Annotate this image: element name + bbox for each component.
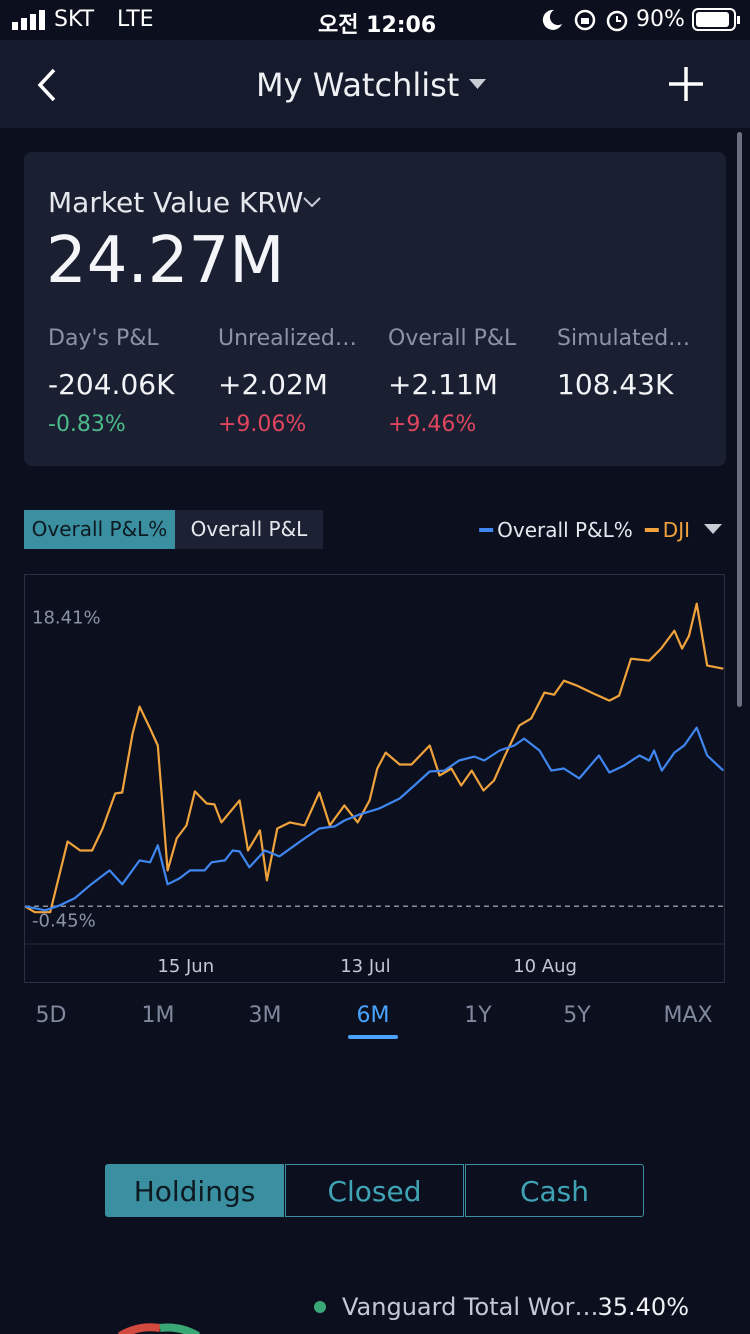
y-tick-label: -0.45% [32, 910, 96, 931]
stat-change: +9.06% [218, 412, 307, 437]
status-bar: SKT LTE 오전 12:06 90% [0, 0, 750, 40]
carrier: SKT [54, 7, 95, 32]
holdings-tab[interactable]: Closed [285, 1164, 464, 1217]
chart-tab[interactable]: Overall P&L% [24, 510, 175, 549]
series-line [24, 602, 724, 914]
stat-value: 108.43K [557, 368, 674, 401]
summary-value: 24.27M [46, 224, 285, 298]
holding-dot [314, 1301, 326, 1313]
stat-change: +9.46% [388, 412, 477, 437]
battery-level: 90% [636, 7, 685, 32]
battery-icon [692, 8, 740, 31]
page-title[interactable]: My Watchlist [256, 66, 460, 104]
x-tick-label: 10 Aug [513, 956, 577, 977]
holding-weight: 35.40% [597, 1293, 689, 1321]
period-option[interactable]: 5Y [563, 1003, 591, 1028]
period-option[interactable]: MAX [663, 1003, 713, 1028]
chart: 18.41% -0.45% 15 Jun 13 Jul 10 Aug DJI Overall… [24, 518, 725, 983]
stat-label: Day's P&L [48, 326, 159, 351]
nav-header: My Watchlist [0, 40, 750, 128]
summary-dropdown[interactable] [302, 196, 322, 210]
stat-change: -0.83% [48, 412, 126, 437]
x-tick-label: 13 Jul [340, 956, 390, 977]
status-icons [542, 9, 628, 32]
legend-dropdown [704, 524, 722, 534]
holdings-tab[interactable]: Holdings [105, 1164, 284, 1217]
stat-value: +2.11M [388, 368, 498, 401]
holdings-tab[interactable]: Cash [465, 1164, 644, 1217]
stat-value: -204.06K [48, 368, 175, 401]
network: LTE [117, 7, 154, 32]
x-tick-label: 15 Jun [157, 956, 214, 977]
stat-label: Unrealized… [218, 326, 357, 351]
period-option[interactable]: 6M [356, 1003, 390, 1028]
period-option[interactable]: 1M [141, 1003, 175, 1028]
series-line [24, 726, 725, 912]
back-button[interactable] [36, 68, 60, 104]
holding-name: Vanguard Total Wor… [342, 1293, 599, 1321]
add-button[interactable] [668, 66, 704, 102]
period-underline [348, 1035, 398, 1039]
chart-tab[interactable]: Overall P&L [175, 510, 323, 549]
period-option[interactable]: 1Y [464, 1003, 492, 1028]
period-option[interactable]: 3M [248, 1003, 282, 1028]
chart-frame [24, 574, 725, 983]
legend-swatch [644, 528, 659, 532]
scrollbar [737, 132, 742, 707]
legend-label: DJI [663, 518, 690, 542]
stat-value: +2.02M [218, 368, 328, 401]
allocation-pie [117, 1323, 200, 1334]
summary-label[interactable]: Market Value KRW [48, 186, 304, 219]
title-dropdown[interactable] [468, 78, 488, 92]
legend-swatch [479, 528, 494, 532]
period-option[interactable]: 5D [35, 1003, 67, 1028]
legend-label: Overall P&L% [497, 518, 633, 542]
signal-icon [12, 10, 45, 30]
stat-label: Overall P&L [388, 326, 517, 351]
y-tick-label: 18.41% [32, 608, 101, 629]
summary-card: Market Value KRW 24.27M Day's P&L -204.06… [24, 152, 726, 466]
clock: 오전 12:06 [318, 13, 437, 38]
stat-label: Simulated… [557, 326, 691, 351]
